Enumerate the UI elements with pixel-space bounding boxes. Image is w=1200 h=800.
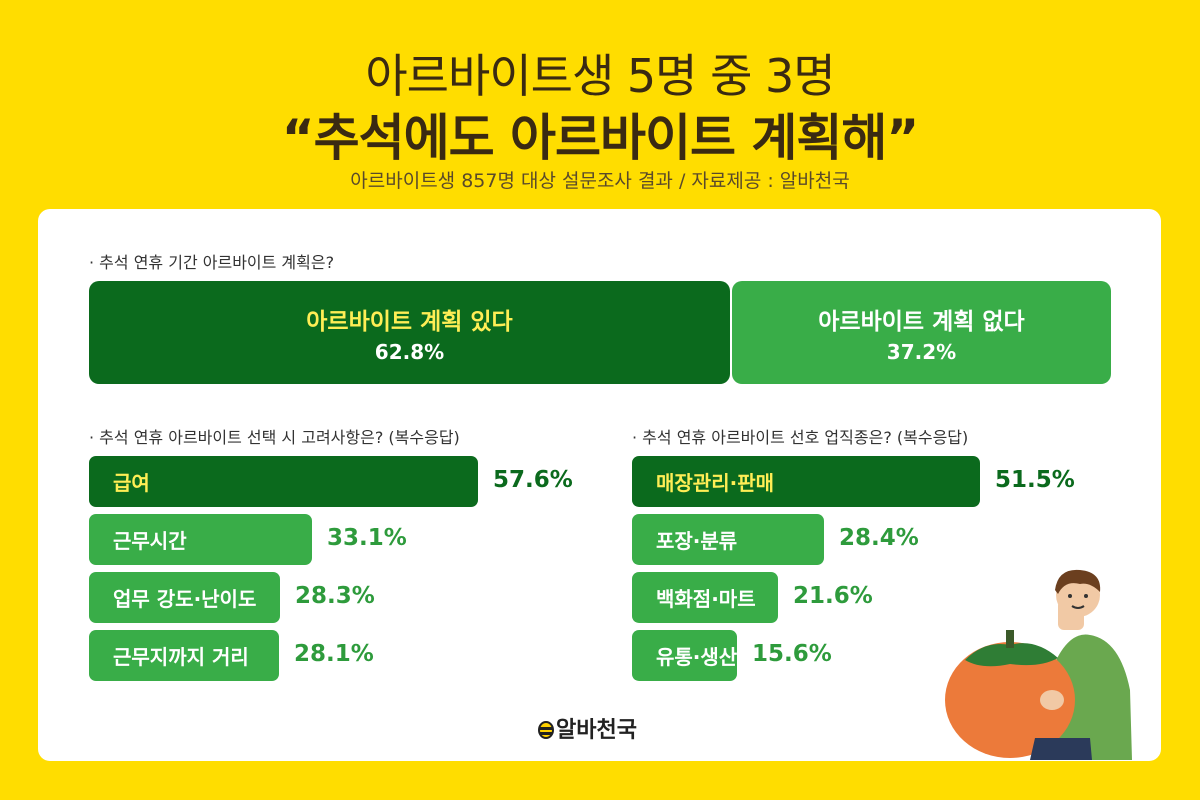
consideration-bar-2: 업무 강도·난이도: [89, 572, 280, 623]
plan-yes-block: 아르바이트 계획 있다 62.8%: [89, 281, 730, 384]
job-type-value-2: 21.6%: [793, 583, 873, 609]
job-type-bar-3: 유통·생산: [632, 630, 737, 681]
job-type-bar-2: 백화점·마트: [632, 572, 778, 623]
consideration-value-3: 28.1%: [294, 641, 374, 667]
consideration-bar-3: 근무지까지 거리: [89, 630, 279, 681]
consideration-bar-0: 급여: [89, 456, 478, 507]
headline-line2: “추석에도 아르바이트 계획해”: [281, 109, 920, 167]
plan-no-value: 37.2%: [886, 339, 957, 364]
job-type-bar-0: 매장관리·판매: [632, 456, 980, 507]
job-type-value-0: 51.5%: [995, 467, 1075, 493]
question-plan: · 추석 연휴 기간 아르바이트 계획은?: [89, 253, 335, 272]
subtitle: 아르바이트생 857명 대상 설문조사 결과 / 자료제공 : 알바천국: [350, 170, 850, 192]
question-considerations: · 추석 연휴 아르바이트 선택 시 고려사항은? (복수응답): [89, 428, 460, 447]
question-job-types: · 추석 연휴 아르바이트 선호 업직종은? (복수응답): [632, 428, 969, 447]
job-type-value-1: 28.4%: [839, 525, 919, 551]
consideration-value-1: 33.1%: [327, 525, 407, 551]
logo-text: 알바천국: [556, 718, 637, 743]
consideration-value-0: 57.6%: [493, 467, 573, 493]
bee-icon: [538, 721, 554, 739]
plan-no-label: 아르바이트 계획 없다: [818, 308, 1025, 335]
plan-yes-value: 62.8%: [374, 339, 445, 364]
albachunkuk-logo: 알바천국: [536, 712, 637, 744]
plan-no-block: 아르바이트 계획 없다 37.2%: [732, 281, 1111, 384]
job-type-bar-1: 포장·분류: [632, 514, 824, 565]
person-with-persimmon-illustration: [945, 569, 1132, 760]
job-type-value-3: 15.6%: [752, 641, 832, 667]
consideration-bar-1: 근무시간: [89, 514, 312, 565]
plan-yes-label: 아르바이트 계획 있다: [306, 308, 513, 335]
consideration-value-2: 28.3%: [295, 583, 375, 609]
headline-line1: 아르바이트생 5명 중 3명: [365, 49, 835, 103]
